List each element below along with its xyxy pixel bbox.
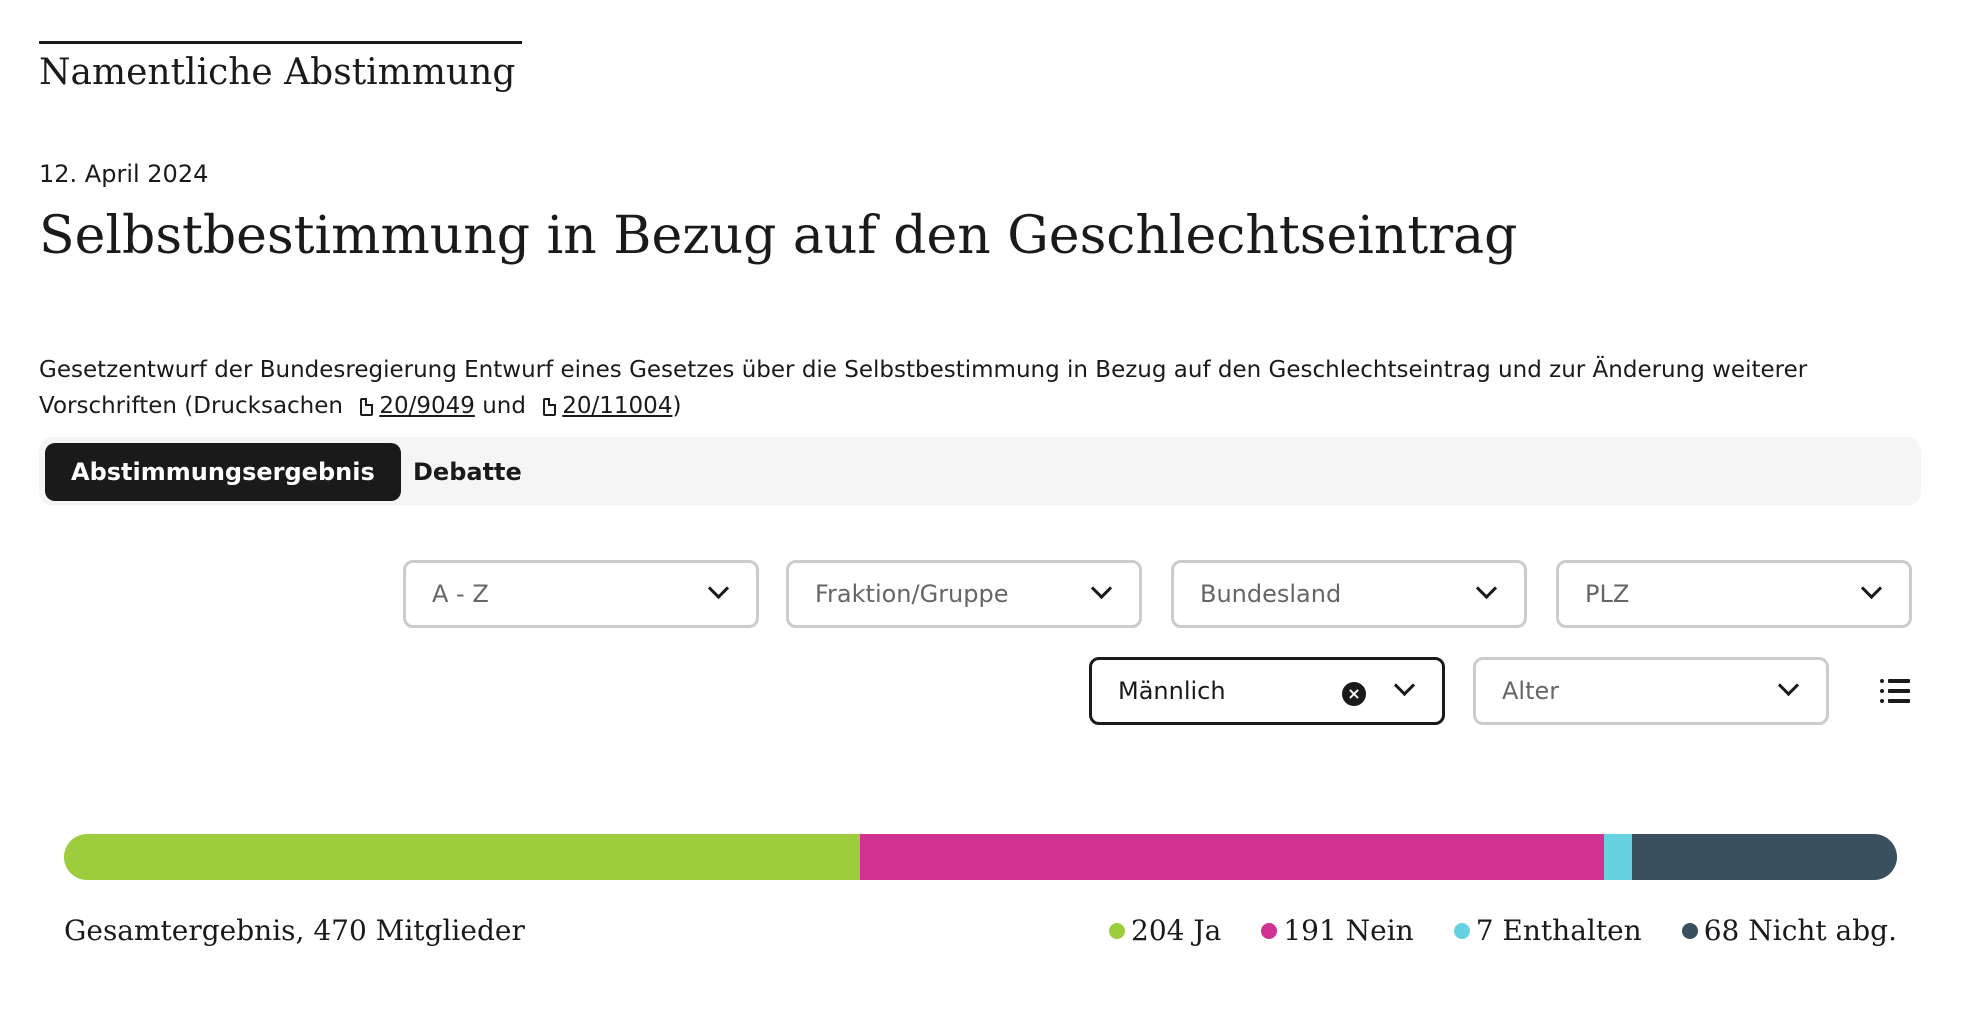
chevron-down-icon xyxy=(1393,674,1416,697)
state-select[interactable]: Bundesland xyxy=(1171,560,1527,628)
legend-dot-icon xyxy=(1109,922,1126,939)
legend-item: 191 Nein xyxy=(1261,914,1414,947)
faction-select[interactable]: Fraktion/Gruppe xyxy=(786,560,1142,628)
sort-select-label: A - Z xyxy=(432,580,489,608)
legend-dot-icon xyxy=(1681,922,1698,939)
chevron-down-icon xyxy=(1475,577,1498,600)
sort-select[interactable]: A - Z xyxy=(403,560,759,628)
bar-segment-enthalten xyxy=(1604,834,1632,880)
legend-label: 191 Nein xyxy=(1283,914,1414,947)
list-view-icon[interactable] xyxy=(1880,679,1910,703)
legend-dot-icon xyxy=(1261,922,1278,939)
document-link-2[interactable]: 20/11004 xyxy=(562,393,673,419)
legend-label: 7 Enthalten xyxy=(1475,914,1642,947)
legend-item: 7 Enthalten xyxy=(1453,914,1642,947)
document-link-1[interactable]: 20/9049 xyxy=(379,393,475,419)
age-select-label: Alter xyxy=(1502,677,1560,705)
kicker: Namentliche Abstimmung xyxy=(39,52,516,93)
legend-item: 68 Nicht abg. xyxy=(1681,914,1897,947)
document-icon xyxy=(360,398,374,416)
description-text: Gesetzentwurf der Bundesregierung Entwur… xyxy=(39,357,1808,419)
description: Gesetzentwurf der Bundesregierung Entwur… xyxy=(39,352,1889,424)
state-select-label: Bundesland xyxy=(1200,580,1342,608)
kicker-rule xyxy=(39,41,522,44)
zip-select-label: PLZ xyxy=(1585,580,1630,608)
vote-date: 12. April 2024 xyxy=(39,160,209,188)
conjunction: und xyxy=(482,393,526,419)
closing-paren: ) xyxy=(672,393,682,419)
x-circle-icon[interactable]: × xyxy=(1342,682,1366,706)
bar-segment-nein xyxy=(859,834,1605,880)
legend: 204 Ja 191 Nein 7 Enthalten 68 Nicht abg. xyxy=(1109,914,1897,947)
bar-segment-ja xyxy=(64,834,860,880)
tab-debatte[interactable]: Debatte xyxy=(413,458,522,486)
page-title: Selbstbestimmung in Bezug auf den Geschl… xyxy=(39,206,1518,266)
chevron-down-icon xyxy=(1860,577,1883,600)
bar-segment-nicht-abg- xyxy=(1631,834,1897,880)
result-bar xyxy=(64,834,1897,880)
faction-select-label: Fraktion/Gruppe xyxy=(815,580,1009,608)
chart-title: Gesamtergebnis, 470 Mitglieder xyxy=(64,914,525,947)
tab-abstimmungsergebnis[interactable]: Abstimmungsergebnis xyxy=(45,443,401,501)
tab-bar: Abstimmungsergebnis Debatte xyxy=(39,437,1921,506)
document-icon xyxy=(543,398,557,416)
gender-select[interactable]: Männlich × xyxy=(1089,657,1445,725)
gender-select-value: Männlich xyxy=(1118,677,1226,705)
zip-select[interactable]: PLZ xyxy=(1556,560,1912,628)
chevron-down-icon xyxy=(1090,577,1113,600)
chevron-down-icon xyxy=(1777,674,1800,697)
legend-label: 204 Ja xyxy=(1131,914,1222,947)
legend-item: 204 Ja xyxy=(1109,914,1221,947)
chevron-down-icon xyxy=(707,577,730,600)
legend-label: 68 Nicht abg. xyxy=(1703,914,1897,947)
legend-dot-icon xyxy=(1453,922,1470,939)
age-select[interactable]: Alter xyxy=(1473,657,1829,725)
